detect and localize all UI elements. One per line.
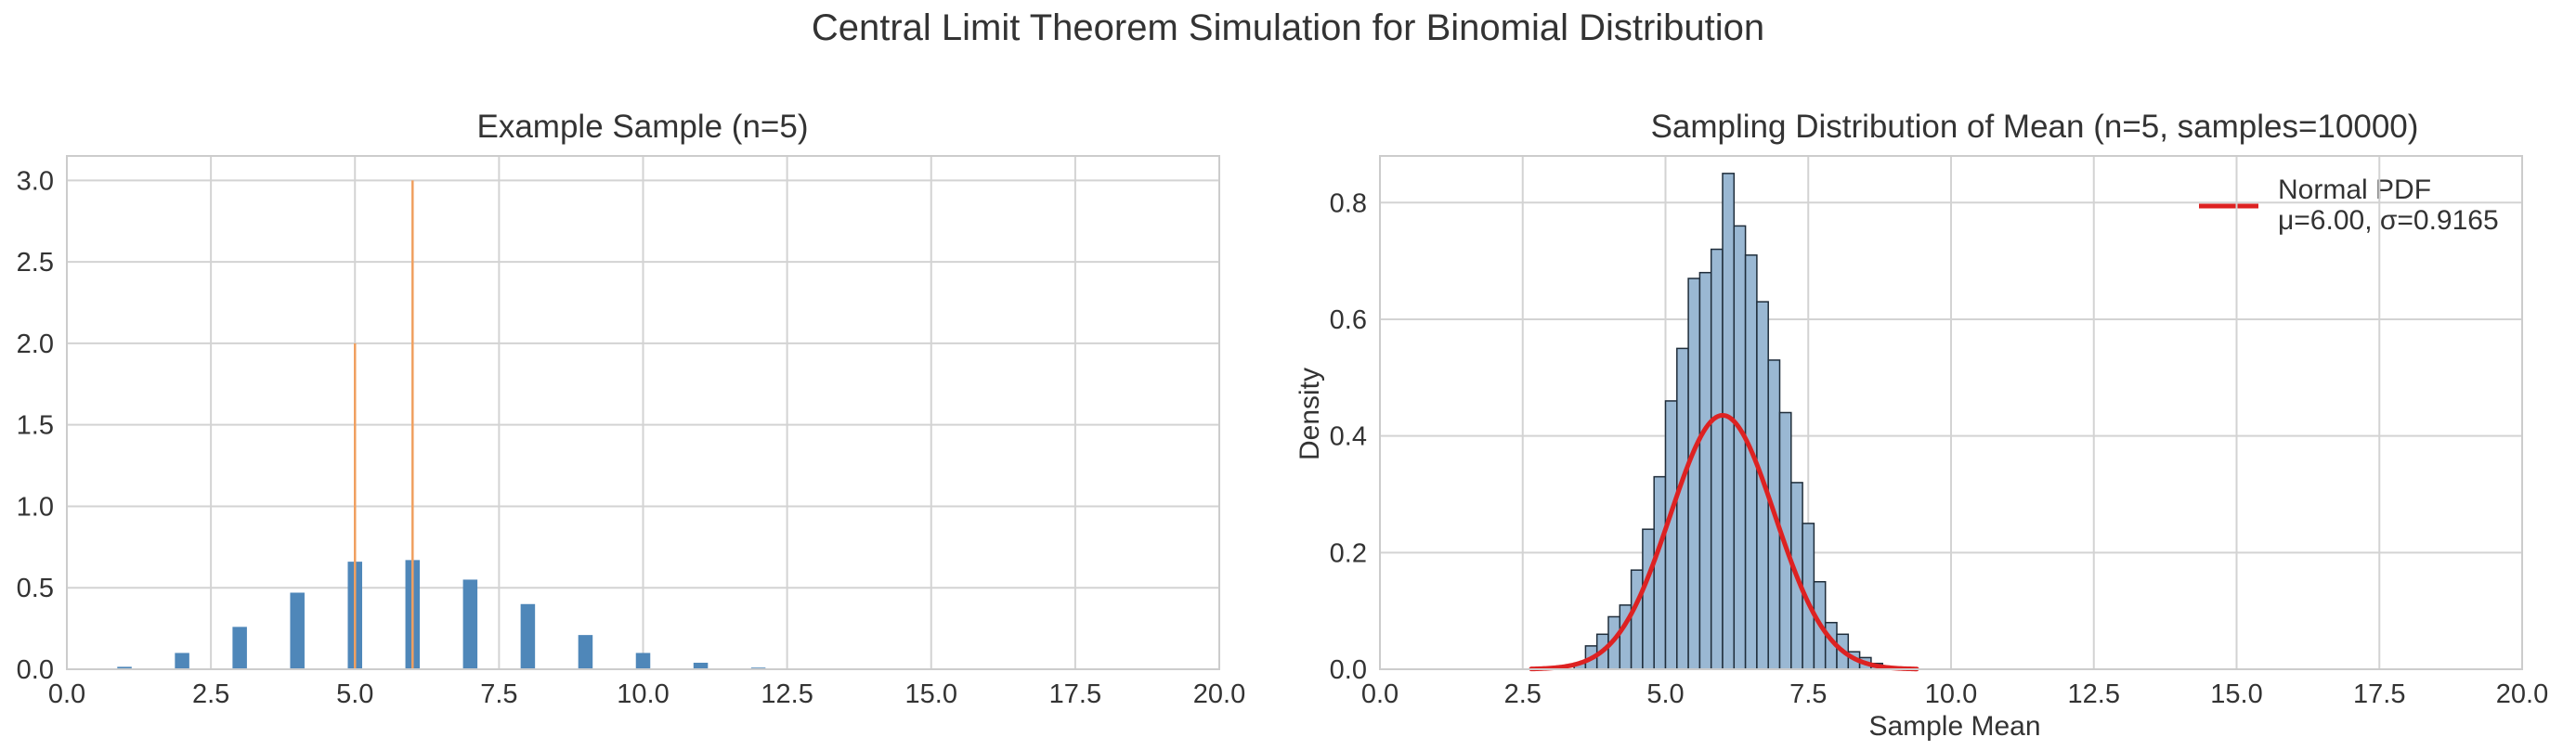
y-tick-label: 0.5 [17, 574, 54, 603]
histogram-bar [1676, 347, 1689, 670]
x-tick-label: 0.0 [1361, 679, 1399, 709]
bar [578, 635, 593, 669]
x-tick-label: 7.5 [480, 679, 517, 709]
y-tick-label: 3.0 [17, 166, 54, 196]
left-panel: Example Sample (n=5) 0.0 2.5 5.0 7.5 10.0 12.… [17, 109, 1246, 709]
y-tick-label: 2.5 [17, 248, 54, 278]
y-tick-label: 1.5 [17, 411, 54, 441]
histogram-series [1573, 173, 1883, 670]
bar [462, 579, 478, 669]
x-tick-label: 5.0 [1646, 679, 1684, 709]
x-tick-label: 10.0 [617, 679, 669, 709]
bar [290, 592, 305, 669]
x-tick-label: 20.0 [2496, 679, 2548, 709]
x-tick-label: 15.0 [905, 679, 957, 709]
x-tick-label: 5.0 [336, 679, 373, 709]
x-tick-label: 2.5 [192, 679, 229, 709]
y-tick-label: 0.0 [1330, 655, 1367, 685]
histogram-bar [1630, 569, 1644, 670]
x-tick-label: 20.0 [1193, 679, 1245, 709]
bar-series [117, 560, 766, 669]
bar [175, 653, 189, 669]
grid [66, 156, 1220, 670]
y-tick-label: 2.0 [17, 330, 54, 359]
y-tick-label: 1.0 [17, 492, 54, 522]
x-tick-label: 10.0 [1925, 679, 1977, 709]
y-tick-label: 0.6 [1330, 305, 1367, 335]
histogram-bar [1733, 225, 1747, 670]
legend-label-params: μ=6.00, σ=0.9165 [2278, 205, 2499, 236]
bar [693, 662, 709, 669]
left-panel-title: Example Sample (n=5) [477, 109, 809, 145]
histogram-bar [1653, 475, 1667, 670]
bar [232, 627, 247, 669]
y-tick-label: 0.0 [17, 655, 54, 685]
histogram-bar [1687, 278, 1701, 670]
y-tick-label: 0.4 [1330, 422, 1367, 452]
x-tick-label: 15.0 [2210, 679, 2262, 709]
x-tick-label: 12.5 [761, 679, 813, 709]
bar [635, 653, 651, 669]
right-panel-title: Sampling Distribution of Mean (n=5, samp… [1651, 109, 2419, 145]
legend: Normal PDF μ=6.00, σ=0.9165 [2199, 175, 2499, 236]
y-tick-label: 0.8 [1330, 188, 1367, 218]
legend-label-normal-pdf: Normal PDF [2278, 175, 2431, 205]
x-tick-label: 17.5 [1049, 679, 1101, 709]
histogram-bar [1698, 271, 1712, 670]
x-tick-label: 0.0 [48, 679, 85, 709]
histogram-bar [1710, 248, 1724, 670]
figure-title: Central Limit Theorem Simulation for Bin… [812, 7, 1764, 48]
histogram-bar [1642, 528, 1655, 670]
normal-pdf-line [1529, 412, 1919, 672]
right-y-axis-label: Density [1295, 368, 1325, 460]
plot-frame [66, 155, 1220, 670]
x-tick-label: 2.5 [1504, 679, 1542, 709]
right-panel: Sampling Distribution of Mean (n=5, samp… [1295, 109, 2548, 742]
histogram-bar [1664, 400, 1678, 670]
bar [117, 666, 132, 669]
bar [520, 603, 536, 669]
x-tick-label: 17.5 [2353, 679, 2405, 709]
right-x-axis-label: Sample Mean [1868, 711, 2040, 742]
y-tick-label: 0.2 [1330, 538, 1367, 568]
plot-frame [1379, 155, 2523, 670]
x-tick-label: 12.5 [2068, 679, 2120, 709]
x-tick-label: 7.5 [1789, 679, 1827, 709]
